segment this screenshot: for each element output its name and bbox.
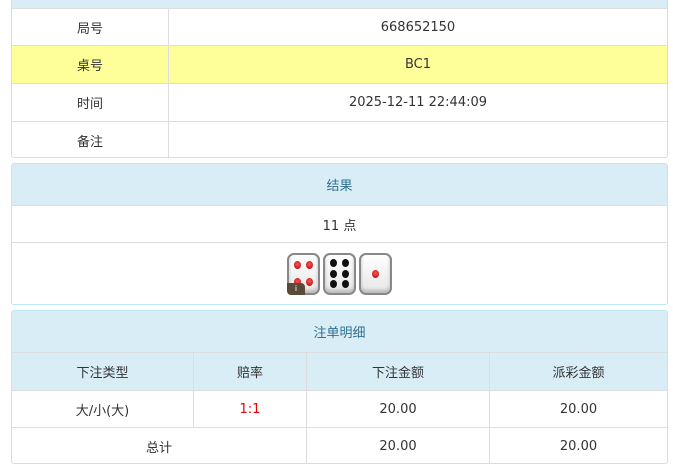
round-number: 668652150: [168, 9, 667, 45]
die-pip: [294, 261, 302, 270]
bet-type: 大/小(大): [75, 403, 130, 419]
die-pip: [305, 261, 313, 270]
col-type: 下注类型: [76, 366, 129, 381]
result-panel: 结果 11 点 i: [11, 163, 668, 305]
table-number: BC1: [168, 46, 667, 83]
bets-header-row: 下注类型 赔率 下注金额 派彩金额: [12, 352, 667, 390]
bet-amount: 20.00: [306, 391, 489, 427]
bet-payout: 20.00: [489, 391, 667, 427]
info-badge-icon[interactable]: i: [287, 282, 305, 295]
total-amount: 20.00: [306, 428, 489, 463]
die-pip: [330, 280, 338, 289]
label: 备注: [76, 134, 103, 150]
bets-panel: 注单明细 下注类型 赔率 下注金额 派彩金额 大/小(大) 1:1 20.00 …: [11, 310, 668, 464]
total-label: 总计: [145, 440, 172, 456]
die-pip: [330, 258, 338, 267]
total-payout: 20.00: [489, 428, 667, 463]
label: 桌号: [76, 59, 103, 74]
row-round: 局号 668652150: [12, 8, 667, 45]
result-points: 11 点: [322, 218, 357, 234]
col-amount: 下注金额: [306, 353, 489, 390]
remark-value: [168, 122, 667, 157]
col-odds: 赔率: [193, 353, 306, 390]
total-row: 总计 20.00 20.00: [12, 427, 667, 463]
die-6-icon: [323, 252, 356, 295]
die-4-icon: i: [287, 252, 320, 295]
die-1-icon: [359, 252, 392, 295]
die-pip: [341, 269, 349, 278]
label: 局号: [76, 21, 103, 37]
dice-row: i: [12, 242, 667, 304]
row-time: 时间 2025-12-11 22:44:09: [12, 83, 667, 121]
row-remark: 备注: [12, 121, 667, 157]
info-panel: 局号 668652150 桌号 BC1 时间 2025-12-11 22:44:…: [11, 0, 668, 158]
result-points-row: 11 点: [12, 205, 667, 242]
die-pip: [341, 280, 349, 289]
die-pip: [372, 269, 379, 278]
col-payout: 派彩金额: [489, 353, 667, 390]
bets-title: 注单明细: [12, 311, 667, 352]
die-pip: [341, 258, 349, 267]
row-table: 桌号 BC1: [12, 45, 667, 83]
time-value: 2025-12-11 22:44:09: [168, 84, 667, 121]
table-row: 大/小(大) 1:1 20.00 20.00: [12, 390, 667, 427]
info-header: [12, 0, 667, 8]
bet-odds: 1:1: [193, 391, 306, 427]
dice-group: i: [12, 243, 667, 304]
result-title: 结果: [12, 164, 667, 205]
die-pip: [330, 269, 338, 278]
die-pip: [305, 277, 313, 286]
label: 时间: [76, 97, 103, 112]
die-pip: [294, 277, 302, 286]
